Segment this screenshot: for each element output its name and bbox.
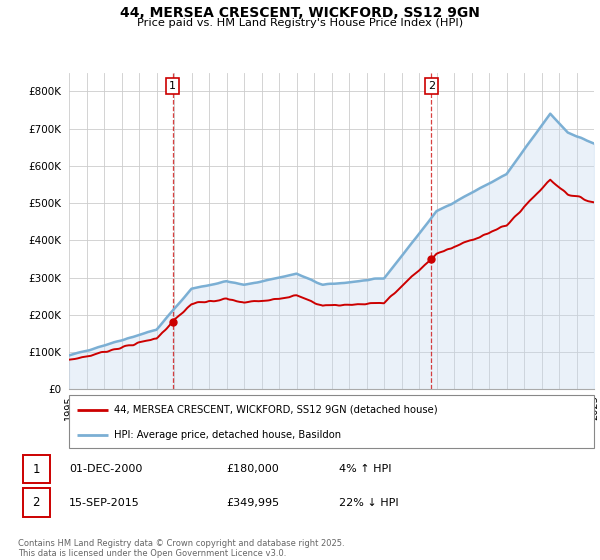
Text: 2: 2 xyxy=(32,496,40,509)
Text: 1: 1 xyxy=(32,463,40,475)
Text: 4% ↑ HPI: 4% ↑ HPI xyxy=(340,464,392,474)
FancyBboxPatch shape xyxy=(23,455,50,483)
Text: HPI: Average price, detached house, Basildon: HPI: Average price, detached house, Basi… xyxy=(113,430,341,440)
Text: 15-SEP-2015: 15-SEP-2015 xyxy=(69,497,140,507)
Text: Contains HM Land Registry data © Crown copyright and database right 2025.
This d: Contains HM Land Registry data © Crown c… xyxy=(18,539,344,558)
Text: Price paid vs. HM Land Registry's House Price Index (HPI): Price paid vs. HM Land Registry's House … xyxy=(137,18,463,28)
Text: £349,995: £349,995 xyxy=(227,497,280,507)
Text: 2: 2 xyxy=(428,81,435,91)
Text: 44, MERSEA CRESCENT, WICKFORD, SS12 9GN (detached house): 44, MERSEA CRESCENT, WICKFORD, SS12 9GN … xyxy=(113,405,437,415)
Text: 01-DEC-2000: 01-DEC-2000 xyxy=(69,464,142,474)
Text: £180,000: £180,000 xyxy=(227,464,280,474)
Text: 44, MERSEA CRESCENT, WICKFORD, SS12 9GN: 44, MERSEA CRESCENT, WICKFORD, SS12 9GN xyxy=(120,6,480,20)
FancyBboxPatch shape xyxy=(23,488,50,517)
FancyBboxPatch shape xyxy=(69,395,594,448)
Text: 1: 1 xyxy=(169,81,176,91)
Text: 22% ↓ HPI: 22% ↓ HPI xyxy=(340,497,399,507)
